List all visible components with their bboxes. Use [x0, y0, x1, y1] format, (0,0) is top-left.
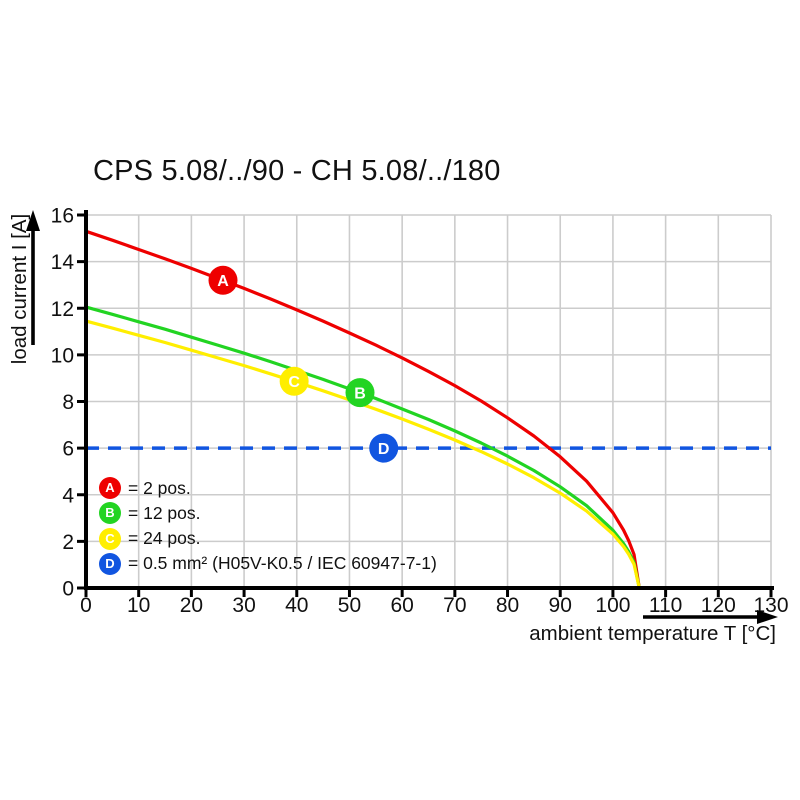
y-tick-label: 12 [51, 298, 74, 321]
legend-label-c: = 24 pos. [128, 528, 201, 549]
legend-marker-a: A [99, 477, 121, 499]
curve-a [84, 229, 641, 590]
x-tick-label: 20 [180, 594, 203, 617]
legend-marker-b: B [99, 502, 121, 525]
y-tick-label: 0 [62, 578, 74, 601]
legend-row-d: D = 0.5 mm² (H05V-K0.5 / IEC 60947-7-1) [99, 552, 437, 575]
y-tick-label: 16 [51, 205, 74, 228]
legend: A = 2 pos. B = 12 pos. C = 24 pos. D = 0.5 mm² … [99, 477, 437, 578]
y-axis-arrow-icon [26, 210, 40, 231]
y-tick-label: 4 [62, 484, 74, 507]
x-tick-label: 30 [232, 594, 255, 617]
curve-marker-letter-d: D [378, 441, 390, 458]
chart-title: CPS 5.08/../90 - CH 5.08/../180 [93, 155, 501, 187]
legend-row-b: B = 12 pos. [99, 502, 437, 525]
x-tick-label: 10 [127, 594, 150, 617]
curve-marker-letter-b: B [354, 385, 366, 402]
legend-row-a: A = 2 pos. [99, 477, 437, 499]
y-tick-label: 2 [62, 531, 74, 554]
x-tick-label: 130 [753, 594, 788, 617]
curve-marker-b [345, 378, 375, 408]
x-tick-label: 90 [549, 594, 572, 617]
curve-marker-letter-a: A [217, 273, 229, 290]
curve-b [84, 305, 641, 590]
legend-label-a: = 2 pos. [128, 477, 191, 498]
x-tick-label: 0 [80, 594, 92, 617]
y-tick-label: 10 [51, 344, 74, 367]
legend-marker-c: C [99, 527, 121, 550]
curve-marker-letter-c: C [288, 374, 300, 391]
curve-marker-a [208, 265, 238, 295]
y-tick-label: 14 [51, 251, 75, 274]
x-tick-label: 40 [285, 594, 308, 617]
curve-marker-c [279, 366, 309, 396]
curve-c [84, 319, 641, 590]
legend-label-d: = 0.5 mm² (H05V-K0.5 / IEC 60947-7-1) [128, 553, 437, 574]
x-tick-label: 100 [595, 594, 630, 617]
x-tick-label: 50 [338, 594, 361, 617]
x-tick-label: 80 [496, 594, 519, 617]
curve-marker-d [369, 433, 399, 463]
x-tick-label: 110 [649, 594, 682, 617]
x-tick-label: 60 [390, 594, 413, 617]
y-axis-title: load current I [A] [8, 213, 31, 365]
x-tick-label: 120 [701, 594, 736, 617]
x-axis-title: ambient temperature T [°C] [529, 622, 776, 645]
y-tick-label: 8 [62, 391, 74, 414]
legend-row-c: C = 24 pos. [99, 527, 437, 550]
legend-marker-d: D [99, 552, 121, 575]
legend-label-b: = 12 pos. [128, 502, 201, 523]
y-tick-label: 6 [62, 438, 74, 461]
x-tick-label: 70 [443, 594, 466, 617]
x-axis-arrow-icon [757, 610, 778, 624]
